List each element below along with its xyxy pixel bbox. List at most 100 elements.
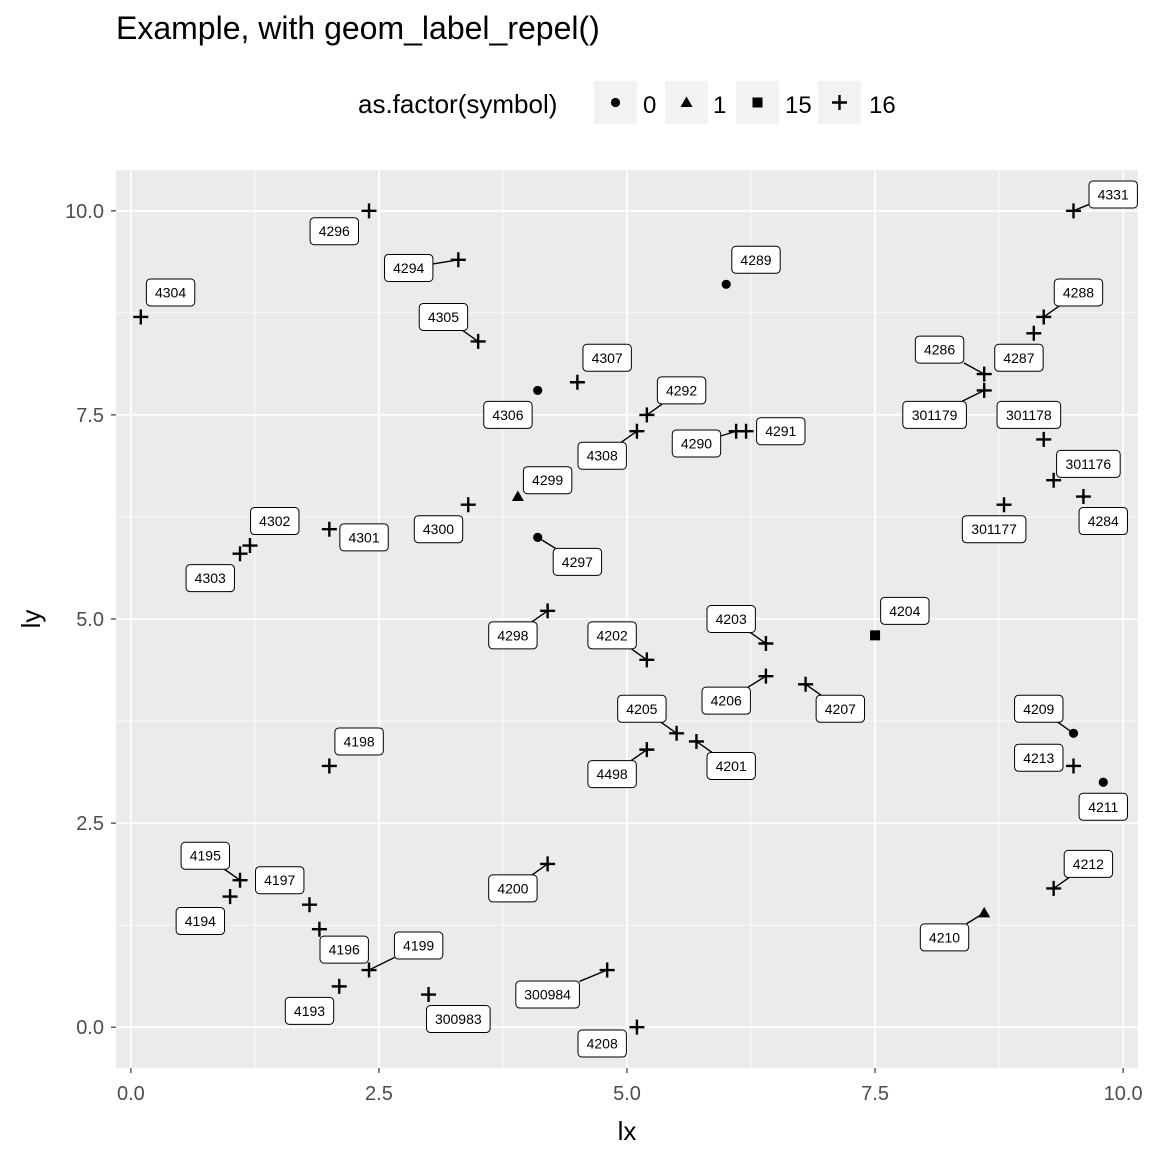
label-box bbox=[145, 278, 196, 307]
point-4206 bbox=[758, 668, 774, 684]
label-box bbox=[706, 605, 756, 633]
label-4288: 4288 bbox=[1053, 278, 1104, 307]
label-box bbox=[996, 400, 1062, 429]
label-text: 301178 bbox=[1006, 407, 1052, 423]
label-box bbox=[1063, 849, 1114, 878]
point-4291 bbox=[738, 423, 754, 439]
label-box bbox=[577, 441, 627, 470]
label-4302: 4302 bbox=[250, 507, 300, 536]
point-4292 bbox=[639, 407, 655, 423]
point-300984 bbox=[599, 962, 615, 978]
label-4287: 4287 bbox=[994, 343, 1044, 372]
connector-4205 bbox=[660, 721, 678, 734]
label-4305: 4305 bbox=[418, 302, 469, 331]
legend-entry-1: 1 bbox=[665, 81, 726, 124]
label-box bbox=[552, 547, 603, 576]
point-4201 bbox=[688, 733, 704, 749]
label-4298: 4298 bbox=[488, 621, 538, 650]
point-301178 bbox=[1036, 431, 1052, 447]
connector-4201 bbox=[696, 740, 713, 754]
label-text: 4299 bbox=[532, 472, 563, 488]
legend-label: 15 bbox=[785, 92, 812, 119]
point-4286 bbox=[976, 366, 992, 382]
label-box bbox=[701, 686, 751, 715]
label-box bbox=[880, 596, 930, 625]
label-text: 301179 bbox=[912, 407, 958, 423]
label-4194: 4194 bbox=[175, 907, 226, 936]
point-4306 bbox=[533, 385, 543, 396]
label-box bbox=[284, 996, 335, 1025]
x-tick-label: 2.5 bbox=[365, 1083, 393, 1105]
label-box bbox=[617, 694, 667, 723]
connector-4305 bbox=[462, 329, 479, 343]
point-4298 bbox=[540, 603, 556, 619]
label-300984: 300984 bbox=[515, 980, 580, 1009]
label-4208: 4208 bbox=[577, 1029, 627, 1058]
point-4294 bbox=[450, 252, 466, 268]
point-4297 bbox=[533, 532, 543, 542]
label-4308: 4308 bbox=[577, 441, 627, 470]
label-4303: 4303 bbox=[185, 564, 235, 593]
label-box bbox=[319, 935, 369, 964]
legend-label: 1 bbox=[713, 92, 726, 119]
legend-triangle-icon bbox=[680, 96, 693, 107]
label-4201: 4201 bbox=[706, 751, 756, 780]
point-4208 bbox=[629, 1019, 645, 1035]
point-4289 bbox=[721, 279, 731, 289]
label-box bbox=[426, 1005, 491, 1034]
label-text: 4198 bbox=[344, 733, 375, 749]
label-301176: 301176 bbox=[1056, 449, 1121, 478]
point-4199 bbox=[361, 962, 377, 978]
connector-301179 bbox=[961, 389, 985, 403]
y-tick-label: 7.5 bbox=[76, 405, 104, 427]
label-box bbox=[1014, 694, 1064, 723]
chart-title: Example, with geom_label_repel() bbox=[116, 10, 600, 46]
axes: 0.0 2.5 5.0 7.5 10.0 0.0 2.5 5.0 7.5 10.0 bbox=[65, 201, 1143, 1105]
label-text: 4193 bbox=[294, 1003, 325, 1019]
label-4206: 4206 bbox=[701, 686, 751, 715]
label-text: 4205 bbox=[626, 701, 657, 717]
point-4198 bbox=[321, 758, 337, 774]
label-text: 4288 bbox=[1063, 284, 1094, 300]
x-axis-label: lx bbox=[618, 1116, 637, 1146]
connector-4195 bbox=[224, 868, 241, 881]
y-tick-label: 0.0 bbox=[76, 1017, 104, 1039]
point-301177 bbox=[996, 497, 1012, 513]
label-4193: 4193 bbox=[284, 996, 335, 1025]
label-4204: 4204 bbox=[880, 596, 930, 625]
label-box bbox=[522, 466, 573, 495]
label-box bbox=[577, 1029, 627, 1058]
x-tick-label: 0.0 bbox=[117, 1083, 145, 1105]
label-text: 4207 bbox=[825, 701, 856, 717]
point-4205 bbox=[669, 725, 685, 741]
label-4198: 4198 bbox=[334, 727, 384, 756]
label-text: 301176 bbox=[1066, 456, 1112, 472]
point-4284 bbox=[1075, 489, 1091, 505]
label-text: 4308 bbox=[587, 448, 618, 464]
point-4300 bbox=[460, 497, 476, 513]
label-text: 4307 bbox=[592, 350, 623, 366]
label-box bbox=[393, 931, 444, 960]
point-4200 bbox=[540, 856, 556, 872]
point-4308 bbox=[629, 423, 645, 439]
legend-entry-16: 16 bbox=[818, 81, 896, 124]
point-4209 bbox=[1068, 728, 1079, 738]
point-4210 bbox=[978, 906, 991, 918]
connector-300984 bbox=[579, 969, 608, 983]
connector-4212 bbox=[1053, 876, 1070, 889]
label-text: 4297 bbox=[562, 554, 593, 570]
connector-4308 bbox=[620, 430, 638, 443]
label-4307: 4307 bbox=[582, 343, 632, 372]
label-box bbox=[994, 343, 1044, 372]
legend-plus-icon bbox=[832, 95, 847, 110]
x-tick-label: 7.5 bbox=[861, 1083, 889, 1105]
label-box bbox=[1014, 743, 1064, 772]
point-4301 bbox=[321, 521, 337, 537]
label-text: 4194 bbox=[185, 913, 216, 929]
label-text: 4210 bbox=[929, 929, 960, 945]
label-box bbox=[250, 507, 300, 536]
label-text: 4498 bbox=[597, 766, 628, 782]
label-box bbox=[587, 760, 637, 789]
label-4290: 4290 bbox=[671, 429, 722, 458]
